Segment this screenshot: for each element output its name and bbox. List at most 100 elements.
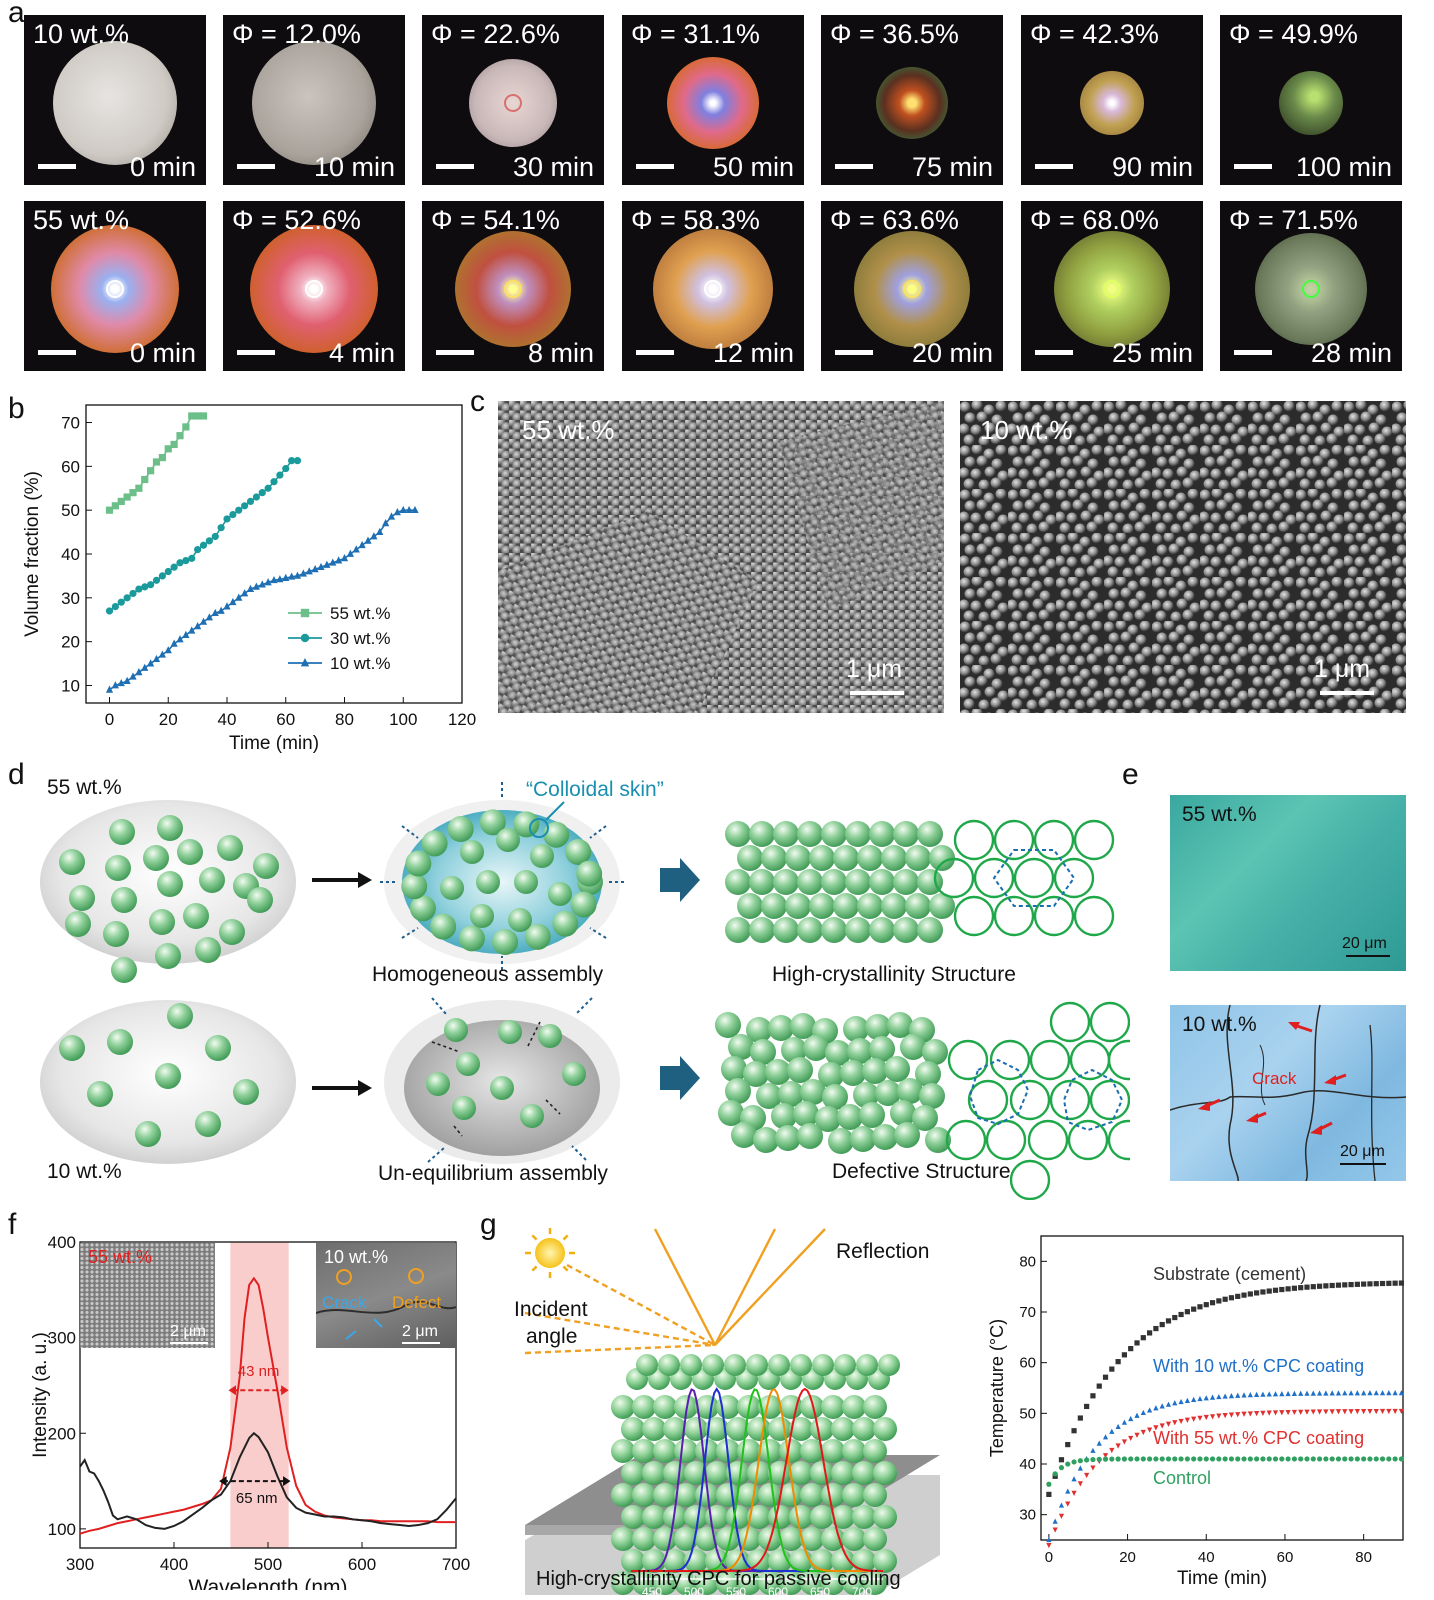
b-plot-frame bbox=[85, 404, 463, 704]
green-particle bbox=[205, 1035, 231, 1061]
skin-highlight-circle bbox=[529, 818, 549, 838]
b-y-tick-label: 40 bbox=[61, 545, 80, 564]
g-inner-tick-label: 450 bbox=[642, 1585, 662, 1595]
d-arrowhead bbox=[358, 1080, 372, 1096]
gt-data-point bbox=[1291, 1285, 1297, 1291]
g-inner-tick-label: 650 bbox=[810, 1585, 830, 1595]
lattice-circle bbox=[953, 819, 995, 861]
droplet-top-label: Φ = 22.6% bbox=[431, 19, 560, 49]
gt-data-point bbox=[1304, 1284, 1310, 1290]
f-inset-55wt-label: 55 wt.% bbox=[88, 1247, 153, 1267]
gt-data-point bbox=[1285, 1409, 1291, 1416]
lattice-circle bbox=[973, 857, 1015, 899]
gt-data-point bbox=[1090, 1447, 1096, 1453]
lattice-circle bbox=[985, 1119, 1027, 1161]
gt-data-point bbox=[1121, 1352, 1128, 1358]
cpc-particle bbox=[674, 1439, 698, 1463]
skin-particle bbox=[543, 821, 570, 848]
green-particle bbox=[460, 840, 484, 864]
gt-data-point bbox=[1348, 1456, 1354, 1462]
b-data-point bbox=[258, 580, 266, 588]
gt-data-point bbox=[1260, 1410, 1266, 1416]
b-data-point bbox=[229, 597, 237, 606]
cpc-particle bbox=[873, 1461, 897, 1485]
b-data-point bbox=[288, 572, 296, 580]
gt-data-point bbox=[1046, 1542, 1052, 1549]
cpc-particle bbox=[821, 1395, 845, 1419]
gt-series-label: With 10 wt.% CPC coating bbox=[1153, 1356, 1364, 1376]
cpc-particle bbox=[747, 1461, 771, 1485]
panel-label-e: e bbox=[1122, 758, 1139, 791]
b-data-point bbox=[376, 527, 384, 535]
droplet-time-label: 20 min bbox=[911, 338, 993, 368]
crystal-particle bbox=[900, 1034, 926, 1060]
b-y-tick-label: 50 bbox=[61, 501, 80, 520]
lattice-circle bbox=[1069, 1039, 1111, 1081]
gt-data-point bbox=[1329, 1456, 1335, 1462]
green-particle bbox=[456, 1052, 480, 1076]
b-data-point bbox=[111, 502, 119, 510]
gt-data-point bbox=[1260, 1391, 1266, 1397]
green-particle bbox=[217, 835, 243, 861]
gt-data-point bbox=[1147, 1407, 1153, 1413]
crystal-particle bbox=[833, 893, 859, 919]
b-data-point bbox=[117, 497, 125, 506]
crystal-particle bbox=[725, 917, 751, 943]
sem-55wt-scale-label: 1 μm bbox=[846, 655, 903, 683]
gt-data-point bbox=[1354, 1456, 1360, 1462]
gt-data-point bbox=[1266, 1410, 1272, 1416]
gt-x-tick-label: 60 bbox=[1277, 1549, 1294, 1566]
f-y-tick-label: 200 bbox=[48, 1424, 76, 1443]
cpc-particle bbox=[842, 1439, 866, 1463]
lattice-circle bbox=[953, 895, 995, 937]
gt-data-point bbox=[1379, 1280, 1386, 1287]
cpc-particle bbox=[653, 1439, 677, 1463]
b-data-point bbox=[252, 493, 260, 501]
gt-data-point bbox=[1121, 1439, 1128, 1445]
gt-data-point bbox=[1235, 1412, 1241, 1418]
gt-data-point bbox=[1291, 1409, 1297, 1416]
b-data-point bbox=[411, 505, 419, 514]
gt-data-point bbox=[1071, 1459, 1077, 1465]
crystal-particle bbox=[912, 1105, 938, 1131]
crystal-particle bbox=[869, 1036, 895, 1062]
droplet-top-label: Φ = 52.6% bbox=[232, 205, 361, 235]
gt-data-point bbox=[1304, 1409, 1310, 1415]
droplet-photo: Φ = 58.3% 12 min bbox=[622, 201, 804, 371]
gt-data-point bbox=[1323, 1390, 1329, 1396]
gt-data-point bbox=[1247, 1456, 1253, 1462]
gt-data-point bbox=[1052, 1518, 1058, 1524]
crystal-particle bbox=[773, 821, 799, 847]
gt-data-point bbox=[1310, 1409, 1316, 1415]
gt-data-point bbox=[1090, 1456, 1096, 1463]
b-data-point bbox=[264, 484, 272, 492]
b-data-point bbox=[147, 659, 155, 667]
gt-data-point bbox=[1134, 1340, 1140, 1346]
b-y-tick-label: 30 bbox=[61, 589, 80, 608]
gt-data-point bbox=[1197, 1395, 1203, 1402]
crack-lines bbox=[1170, 1005, 1406, 1181]
lattice-circle bbox=[1033, 895, 1075, 937]
cpc-particle bbox=[789, 1417, 813, 1441]
gt-data-point bbox=[1165, 1318, 1172, 1324]
crystal-particle bbox=[917, 821, 943, 847]
f-spectrum-line bbox=[79, 1431, 457, 1530]
b-data-point bbox=[170, 563, 178, 571]
lattice-circle bbox=[993, 895, 1035, 937]
droplet-scale-bar bbox=[1035, 350, 1073, 355]
b-data-point bbox=[164, 567, 172, 576]
crystal-particle bbox=[893, 869, 919, 895]
droplet-scale-bar bbox=[38, 164, 76, 169]
cpc-particle bbox=[768, 1354, 790, 1376]
b-data-point bbox=[405, 505, 413, 514]
green-particle bbox=[548, 882, 572, 906]
gt-data-point bbox=[1342, 1390, 1348, 1396]
green-particle bbox=[470, 904, 494, 928]
gt-data-point bbox=[1216, 1393, 1222, 1400]
gt-data-point bbox=[1304, 1390, 1310, 1396]
gt-data-point bbox=[1348, 1281, 1354, 1288]
skin-pointer-line bbox=[545, 801, 565, 821]
skin-particle bbox=[570, 891, 597, 918]
green-particle bbox=[155, 1063, 181, 1089]
crystal-particle bbox=[865, 1014, 891, 1040]
